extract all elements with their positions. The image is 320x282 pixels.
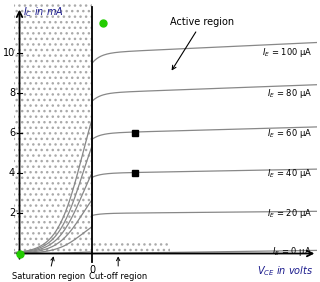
Text: $I_E$ = 80 μA: $I_E$ = 80 μA xyxy=(267,87,312,100)
Text: $I_E$ = 0 μA: $I_E$ = 0 μA xyxy=(272,244,312,257)
Text: $V_{CE}$ in volts: $V_{CE}$ in volts xyxy=(258,265,314,278)
Text: Saturation region: Saturation region xyxy=(12,257,85,281)
Text: 0: 0 xyxy=(89,265,95,275)
Text: Active region: Active region xyxy=(170,17,234,70)
Text: $I_E$ = 60 μA: $I_E$ = 60 μA xyxy=(267,127,312,140)
Bar xyxy=(14,3,92,254)
Text: $I_E$ = 40 μA: $I_E$ = 40 μA xyxy=(267,167,312,180)
Text: $I_C$ in mA: $I_C$ in mA xyxy=(23,5,63,19)
Text: Cut-off region: Cut-off region xyxy=(89,257,147,281)
Text: 10: 10 xyxy=(3,48,15,58)
Text: $I_E$ = 20 μA: $I_E$ = 20 μA xyxy=(267,207,312,220)
Text: 6: 6 xyxy=(9,128,15,138)
Bar xyxy=(92,243,170,254)
Text: 2: 2 xyxy=(9,208,15,218)
Text: 8: 8 xyxy=(9,88,15,98)
Text: $I_E$ = 100 μA: $I_E$ = 100 μA xyxy=(262,47,312,60)
Text: 4: 4 xyxy=(9,168,15,178)
